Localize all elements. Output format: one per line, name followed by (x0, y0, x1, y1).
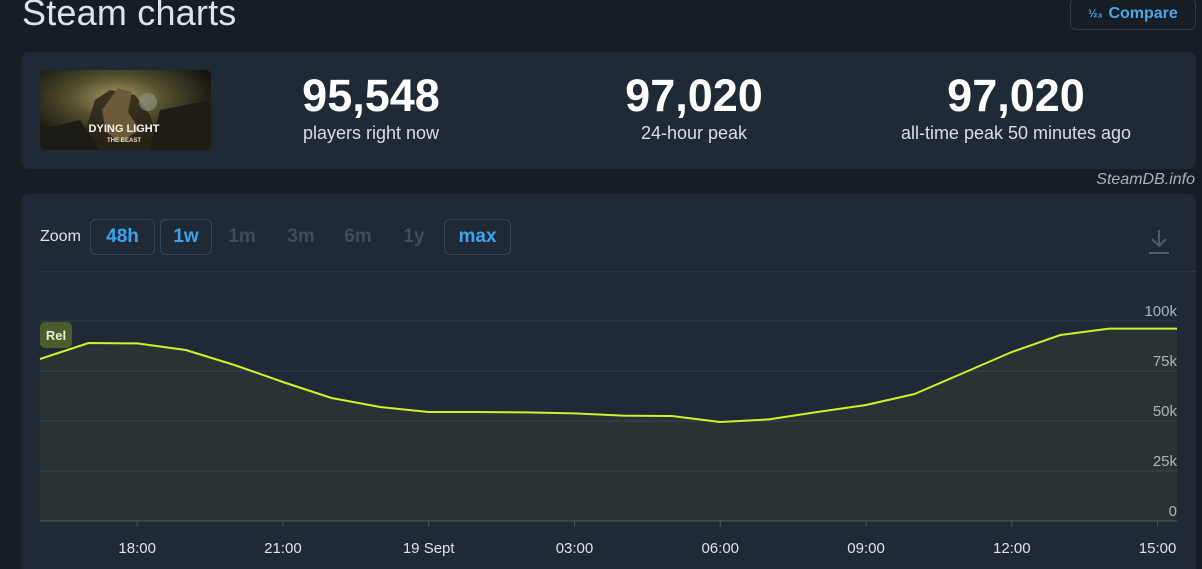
zoom-6m-button[interactable]: 6m (344, 226, 372, 247)
24h-peak-value: 97,020 (625, 70, 763, 121)
current-players-value: 95,548 (302, 70, 440, 121)
player-count-chart[interactable]: 0 25k 50k 75k 100k 18:00 21:00 19 Sept 03:00 06:0… (21, 194, 1196, 569)
all-time-peak-label: all-time peak 50 minutes ago (900, 123, 1132, 143)
current-players-label: players right now (302, 123, 440, 143)
stat-24h-peak: 97,020 24-hour peak (594, 72, 794, 144)
x-tick-label: 21:00 (264, 540, 302, 557)
rel-badge-label: Rel (46, 328, 66, 343)
zoom-1m-button[interactable]: 1m (228, 226, 256, 247)
y-tick-label: 25k (1153, 453, 1178, 470)
zoom-divider (40, 271, 1196, 272)
steamdb-credit[interactable]: SteamDB.info (1096, 171, 1195, 188)
series-area (40, 328, 1177, 521)
y-tick-label: 50k (1153, 403, 1178, 420)
x-tick-label: 18:00 (118, 540, 156, 557)
download-icon[interactable] (1148, 228, 1170, 256)
series-line (39, 327, 1177, 423)
x-tick-label: 03:00 (556, 540, 594, 557)
x-tick-label: 15:00 (1139, 540, 1177, 557)
compare-label: Compare (1108, 5, 1178, 22)
zoom-48h-button[interactable]: 48h (90, 219, 155, 255)
zoom-label: Zoom (40, 228, 81, 245)
page-title: Steam charts (22, 0, 237, 33)
zoom-1w-button[interactable]: 1w (160, 219, 212, 255)
zoom-1y-button[interactable]: 1y (403, 226, 425, 247)
stat-all-time-peak: 97,020 all-time peak 50 minutes ago (876, 72, 1156, 144)
stats-panel: DYING LIGHT THE BEAST 95,548 players rig… (21, 52, 1196, 169)
thumbnail-subtitle: THE BEAST (107, 138, 141, 144)
y-tick-label: 75k (1153, 353, 1178, 370)
all-time-peak-value: 97,020 (947, 70, 1085, 121)
zoom-max-button[interactable]: max (444, 219, 511, 255)
x-tick-label: 19 Sept (403, 540, 456, 557)
24h-peak-label: 24-hour peak (640, 123, 748, 143)
x-tick-label: 09:00 (847, 540, 885, 557)
game-artwork: DYING LIGHT THE BEAST (40, 70, 211, 150)
y-tick-label: 0 (1169, 503, 1177, 520)
game-thumbnail[interactable]: DYING LIGHT THE BEAST (40, 70, 211, 150)
zoom-3m-button[interactable]: 3m (287, 226, 315, 247)
compare-button[interactable]: ½₃ Compare (1070, 0, 1196, 30)
x-tick-label: 12:00 (993, 540, 1031, 557)
stat-current-players: 95,548 players right now (271, 72, 471, 144)
y-tick-label: 100k (1144, 303, 1177, 320)
thumbnail-title: DYING LIGHT (89, 123, 160, 135)
x-tick-label: 06:00 (701, 540, 739, 557)
compare-icon: ½₃ (1088, 7, 1103, 20)
chart-panel: Zoom 48h 1w 1m 3m 6m 1y max 0 25k 50k 75k 10… (21, 194, 1196, 569)
rel-badge (40, 322, 72, 348)
